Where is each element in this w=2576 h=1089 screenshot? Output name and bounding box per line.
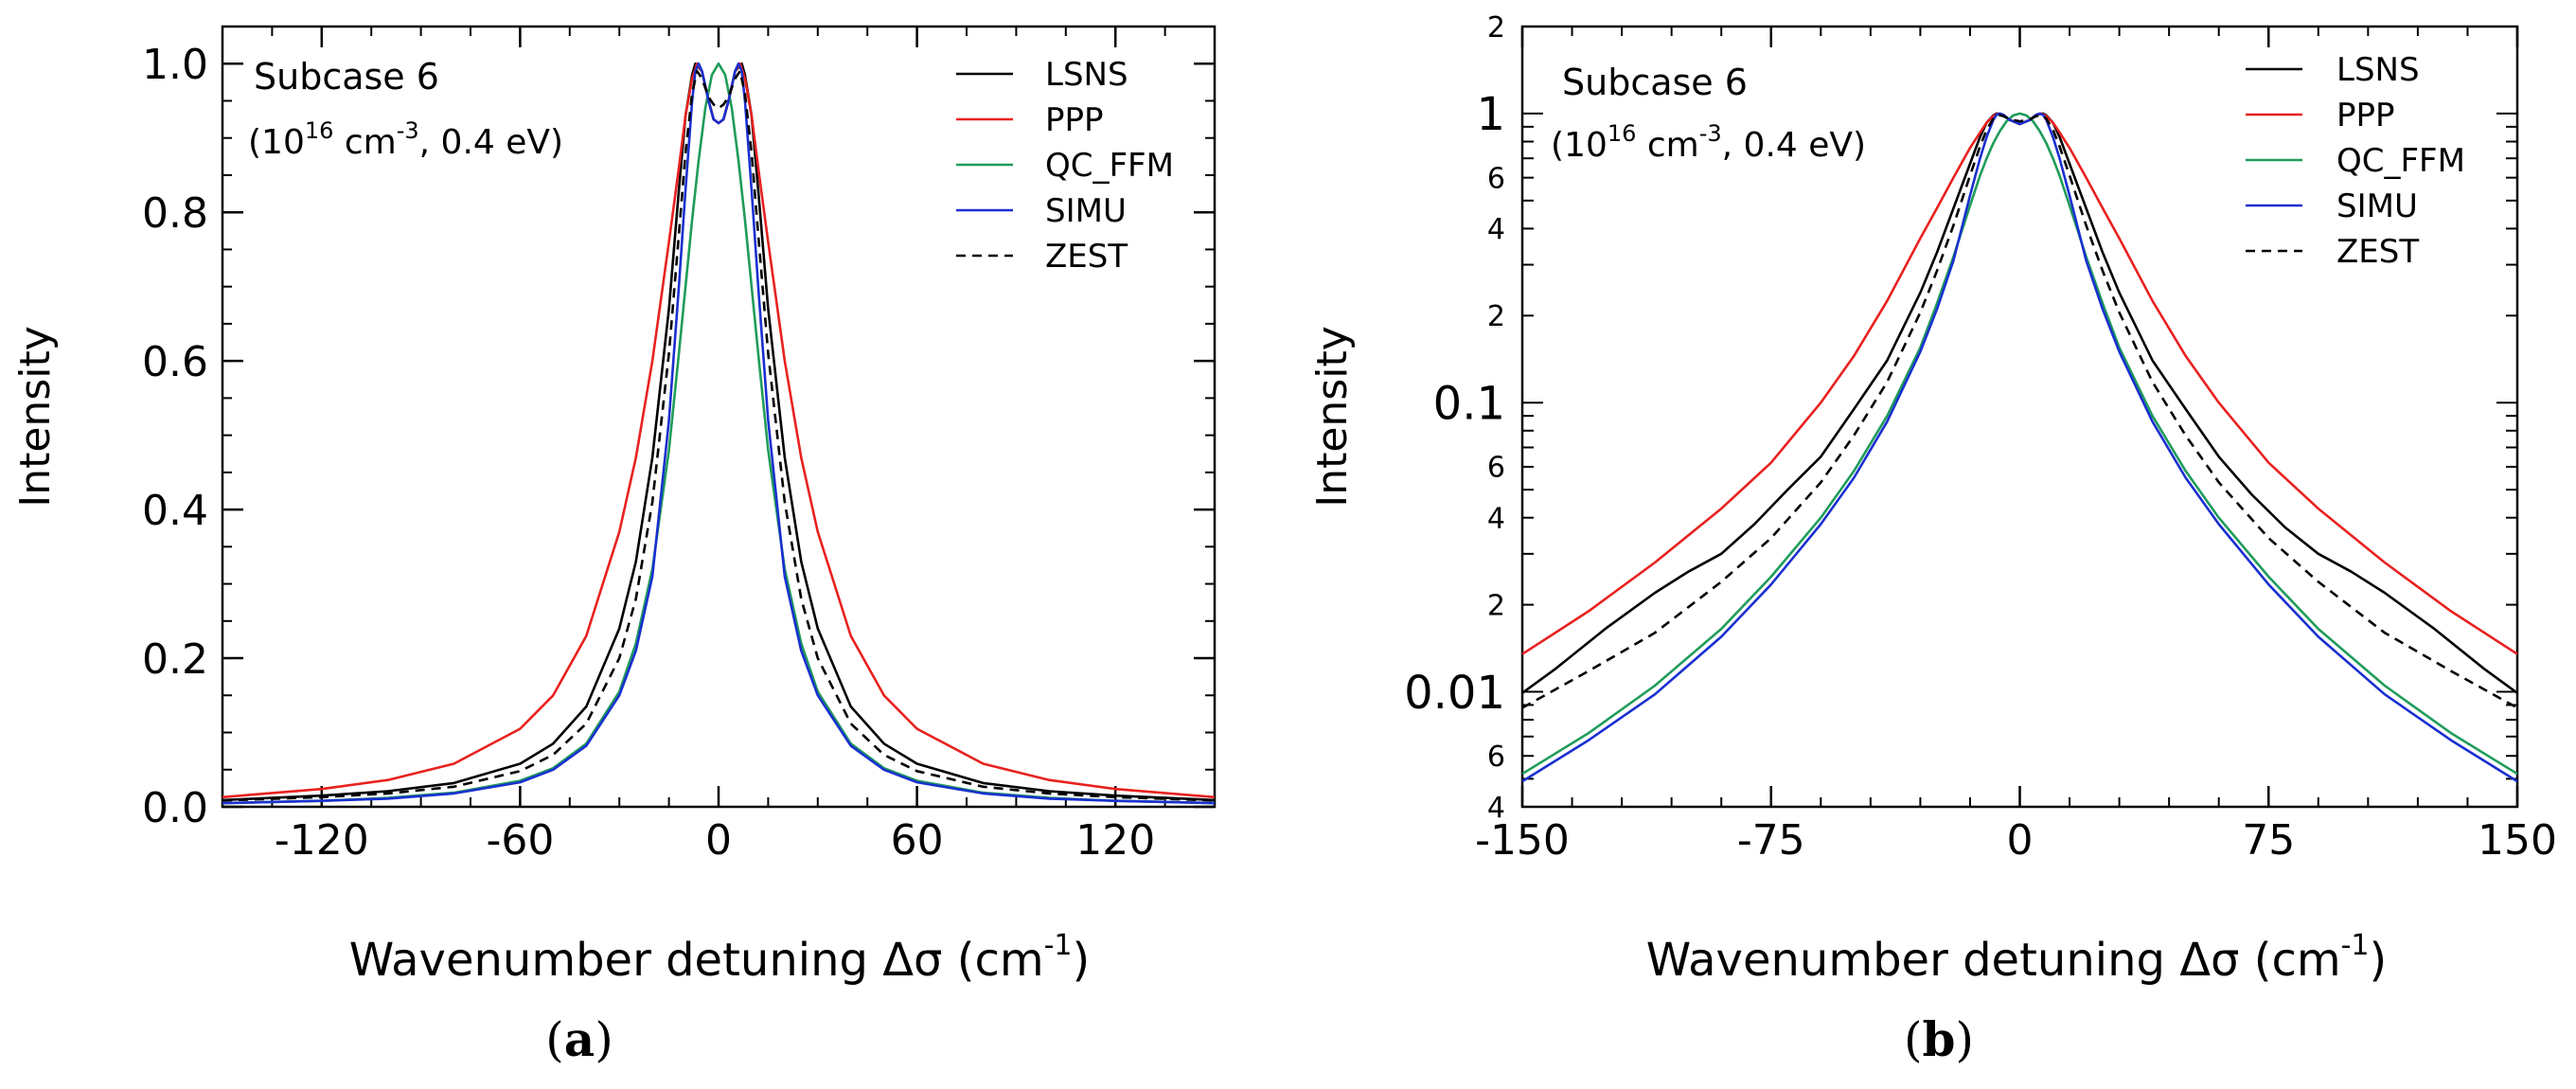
panel-b-series-qc-ffm xyxy=(1521,112,2518,776)
panel-a-series-qc-ffm xyxy=(222,62,1216,805)
panel-b-annotation-title: Subcase 6 xyxy=(1562,62,1748,103)
panel-b-y-tick-label: 0.01 xyxy=(1404,667,1505,720)
panel-a-x-tick-label: -60 xyxy=(486,816,554,865)
panel-a-y-tick-label: 0.8 xyxy=(142,189,208,238)
legend-label-zest: ZEST xyxy=(1045,238,1128,276)
panel-a-y-tick-label: 0.6 xyxy=(142,338,208,386)
panel-b-annotation-conditions: (1016 cm-3, 0.4 eV) xyxy=(1551,120,1866,165)
panel-b-series-zest xyxy=(1521,113,2518,709)
panel-a-chart: -120 -60 0 60 120 0.0 0.2 0.4 0.6 0.8 1.0 Subcase … xyxy=(11,25,1217,1067)
panel-b-y-tick-label: 4 xyxy=(1487,502,1505,535)
panel-a-x-tick-label: 120 xyxy=(1075,816,1155,865)
panel-a-curves xyxy=(222,62,1216,805)
panel-b-curves xyxy=(1521,112,2518,783)
legend-label-ppp: PPP xyxy=(1045,101,1104,139)
panel-b-series-simu xyxy=(1521,112,2518,783)
legend-label-ppp: PPP xyxy=(2336,97,2395,134)
panel-b-x-tick-label: 150 xyxy=(2478,816,2557,865)
panel-b-x-tick-label: -75 xyxy=(1737,816,1805,865)
legend-label-simu: SIMU xyxy=(1045,192,1127,230)
panel-b-y-tick-label: 6 xyxy=(1487,162,1505,195)
panel-b-xlabel: Wavenumber detuning Δσ (cm-1) xyxy=(1646,929,2388,987)
panel-a-annotation-title: Subcase 6 xyxy=(254,56,439,98)
panel-a-xlabel: Wavenumber detuning Δσ (cm-1) xyxy=(349,929,1091,987)
panel-b-x-tick-label: -150 xyxy=(1475,816,1570,865)
panel-b-y-tick-label: 0.1 xyxy=(1433,377,1505,430)
panel-a-y-tick-label: 0.0 xyxy=(142,784,208,832)
legend-label-zest: ZEST xyxy=(2336,233,2419,271)
panel-a-y-tick-label: 0.2 xyxy=(142,635,208,684)
legend-label-lsns: LSNS xyxy=(2336,51,2420,89)
panel-b-x-tick-label: 0 xyxy=(2007,816,2034,865)
legend-label-qc-ffm: QC_FFM xyxy=(2336,142,2465,180)
panel-a-legend: LSNS PPP QC_FFM SIMU ZEST xyxy=(956,56,1174,276)
panel-b-y-tick-label: 4 xyxy=(1487,792,1505,825)
panel-b-y-tick-label: 1 xyxy=(1476,88,1505,141)
panel-b-axis-ticks: -150 -75 0 75 150 4 6 0.01 2 4 6 0.1 2 4 6 1 2 xyxy=(1404,11,2557,865)
panel-a-annotation-conditions: (1016 cm-3, 0.4 eV) xyxy=(248,117,563,162)
panel-b-letter: (b) xyxy=(1904,1011,1974,1067)
panel-b-y-tick-label: 2 xyxy=(1487,11,1505,45)
panel-b-y-tick-label: 6 xyxy=(1487,452,1505,485)
panel-b-legend: LSNS PPP QC_FFM SIMU ZEST xyxy=(2246,51,2465,271)
panel-a-y-tick-label: 1.0 xyxy=(142,41,208,89)
panel-a-y-tick-label: 0.4 xyxy=(142,487,208,535)
panel-b-y-tick-label: 2 xyxy=(1487,589,1505,622)
panel-a-x-tick-label: 60 xyxy=(891,816,944,865)
panel-b-y-tick-label: 4 xyxy=(1487,213,1505,246)
panel-a-ylabel: Intensity xyxy=(11,326,60,508)
legend-label-qc-ffm: QC_FFM xyxy=(1045,147,1174,185)
legend-label-simu: SIMU xyxy=(2336,187,2418,225)
panel-b-y-tick-label: 2 xyxy=(1487,300,1505,333)
panel-b-ylabel: Intensity xyxy=(1308,326,1357,508)
panel-b-chart: -150 -75 0 75 150 4 6 0.01 2 4 6 0.1 2 4 6 1 2 Subcase 6… xyxy=(1308,11,2557,1067)
panel-a-axis-ticks: -120 -60 0 60 120 0.0 0.2 0.4 0.6 0.8 1.0 xyxy=(142,26,1216,865)
legend-label-lsns: LSNS xyxy=(1045,56,1128,94)
panel-b-x-tick-label: 75 xyxy=(2242,816,2295,865)
panel-a-letter: (a) xyxy=(545,1011,613,1067)
panel-b-y-tick-label: 6 xyxy=(1487,741,1505,774)
panel-a-x-tick-label: 0 xyxy=(705,816,732,865)
panel-a-x-tick-label: -120 xyxy=(275,816,369,865)
panel-a-series-simu xyxy=(222,62,1216,805)
